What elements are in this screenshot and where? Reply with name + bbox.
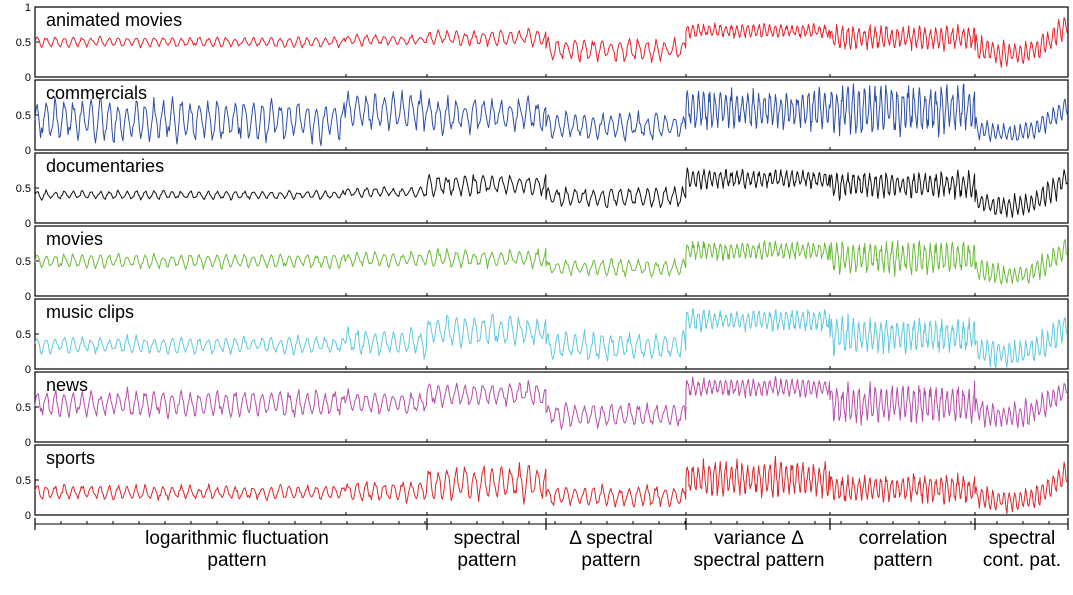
y-tick-label: 0.5	[16, 402, 31, 414]
y-tick-label: 0	[25, 145, 31, 157]
series-line	[34, 17, 1068, 68]
series-line	[34, 376, 1068, 430]
series-line	[34, 167, 1068, 218]
chart-panels: 0 0.5 1 animated movies 0 0.5 commercials 0 0.5 d…	[16, 2, 1069, 522]
series-line	[34, 308, 1068, 369]
panel-commercials: 0 0.5 commercials	[16, 79, 1069, 157]
y-tick-label: 0.5	[16, 183, 31, 195]
segment-label: Δ spectral	[569, 528, 652, 549]
panel-frame	[34, 6, 1069, 78]
panel-frame	[34, 152, 1069, 224]
y-tick-label: 0.5	[16, 37, 31, 49]
y-tick-label: 0	[25, 72, 31, 84]
panel-movies: 0 0.5 movies	[16, 225, 1069, 303]
panel-news: 0 0.5 news	[16, 371, 1069, 449]
y-tick-label: 0	[25, 437, 31, 449]
segment-label: spectral	[989, 528, 1056, 549]
panel-music-clips: 0 0.5 music clips	[16, 298, 1069, 376]
series-line	[34, 83, 1068, 147]
segment-label: spectral pattern	[694, 550, 825, 571]
panel-sports: 0 0.5 sports	[16, 444, 1069, 522]
segment-label: cont. pat.	[983, 550, 1061, 571]
panel-animated-movies: 0 0.5 1 animated movies	[16, 2, 1069, 84]
y-tick-label: 1	[25, 2, 31, 14]
y-tick-label: 0	[25, 291, 31, 303]
y-tick-label: 0.5	[16, 329, 31, 341]
segment-label: variance Δ	[714, 528, 804, 549]
panel-label: animated movies	[46, 10, 182, 30]
segment-label: spectral	[454, 528, 521, 549]
panel-documentaries: 0 0.5 documentaries	[16, 152, 1069, 230]
segment-label: pattern	[207, 550, 266, 571]
segment-label: pattern	[581, 550, 640, 571]
series-line	[34, 239, 1068, 285]
y-tick-label: 0.5	[16, 475, 31, 487]
y-tick-label: 0	[25, 364, 31, 376]
panel-frame	[34, 225, 1069, 297]
segment-label: pattern	[457, 550, 516, 571]
segment-label: pattern	[873, 550, 932, 571]
y-tick-label: 0	[25, 218, 31, 230]
panel-frame	[34, 298, 1069, 370]
series-line	[34, 455, 1068, 515]
segment-label: logarithmic fluctuation	[145, 528, 329, 549]
panel-label: documentaries	[46, 156, 164, 176]
y-tick-label: 0	[25, 510, 31, 522]
segment-label: correlation	[859, 528, 948, 549]
y-tick-label: 0.5	[16, 256, 31, 268]
panel-label: sports	[46, 448, 95, 468]
panel-frame	[34, 371, 1069, 443]
y-tick-label: 0.5	[16, 110, 31, 122]
panel-label: news	[46, 375, 88, 395]
segment-axis: logarithmic fluctuationpatternspectralpa…	[34, 518, 1069, 571]
panel-label: movies	[46, 229, 103, 249]
panel-label: commercials	[46, 83, 147, 103]
panel-label: music clips	[46, 302, 134, 322]
